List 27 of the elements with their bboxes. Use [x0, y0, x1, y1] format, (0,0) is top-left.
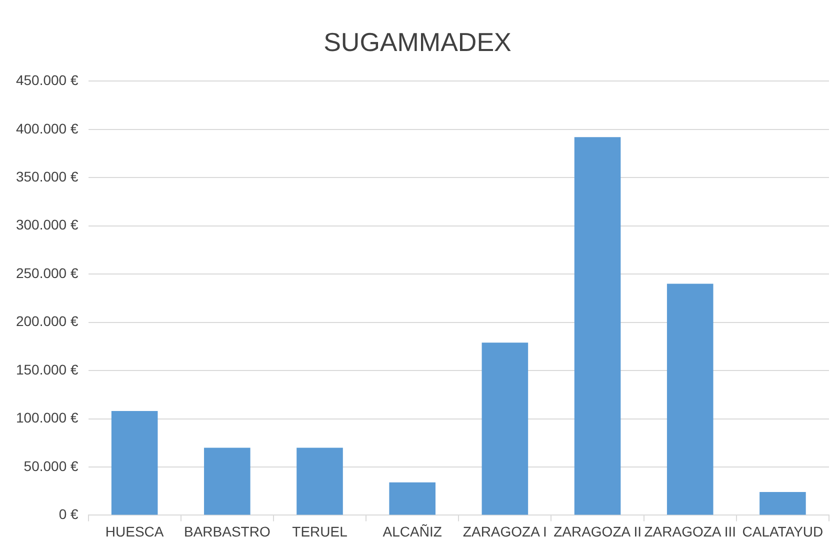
y-tick-label: 50.000 € [24, 458, 78, 474]
y-tick-label: 150.000 € [16, 361, 78, 378]
y-tick-label: 350.000 € [16, 168, 78, 185]
bar [389, 482, 436, 515]
bar [760, 492, 806, 515]
y-tick-label: 450.000 € [16, 72, 78, 88]
x-tick-label: ZARAGOZA III [644, 523, 736, 540]
x-tick-label: ZARAGOZA II [554, 523, 642, 540]
x-tick-label: BARBASTRO [184, 523, 270, 540]
x-tick-label: TERUEL [292, 523, 348, 540]
y-tick-label: 250.000 € [16, 264, 78, 281]
bar [482, 342, 528, 515]
y-tick-label: 400.000 € [16, 120, 78, 136]
chart-title: SUGAMMADEX [324, 26, 512, 57]
y-tick-label: 100.000 € [16, 410, 78, 426]
bar [204, 448, 250, 515]
y-tick-label: 0 € [58, 506, 78, 522]
bar [666, 284, 714, 515]
y-tick-label: 300.000 € [16, 216, 78, 233]
x-tick-label: ALCAÑIZ [382, 523, 442, 540]
bar [574, 137, 621, 515]
x-tick-label: CALATAYUD [742, 523, 824, 540]
x-tick-label: ZARAGOZA I [462, 523, 547, 540]
bar [111, 411, 158, 515]
y-tick-label: 200.000 € [16, 313, 78, 330]
bar [296, 448, 343, 515]
x-tick-label: HUESCA [105, 523, 164, 540]
